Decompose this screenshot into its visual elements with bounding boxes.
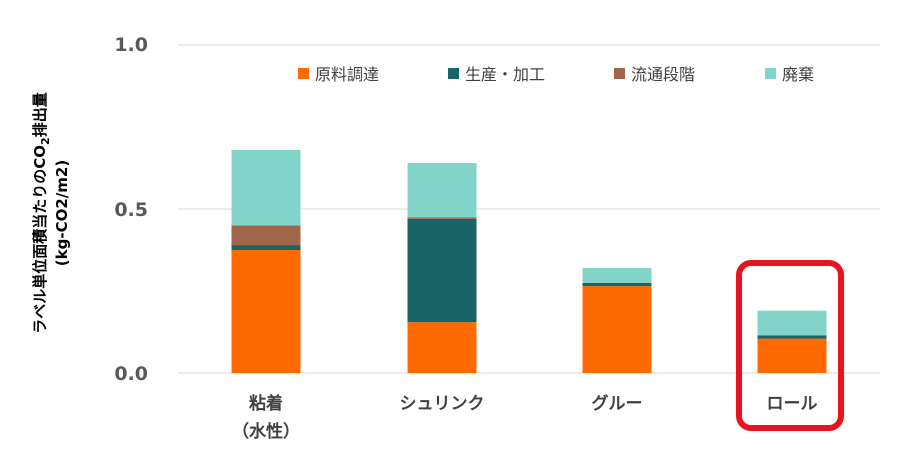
bar-segment-2-0 (582, 286, 652, 373)
y-axis-label: ラベル単位面積当たりのCO2排出量 (kg-CO2/m2) (31, 92, 71, 333)
y-axis-label-line1: ラベル単位面積当たりのCO2排出量 (31, 92, 52, 333)
bar-segment-1-3 (407, 163, 477, 218)
bar-segment-0-1 (231, 245, 301, 250)
bar-segment-3-0 (757, 338, 827, 373)
bar-segment-2-1 (582, 282, 652, 287)
legend: 原料調達 生産・加工 流通段階 廃棄 (298, 65, 814, 84)
y-axis-label-subscript: 2 (39, 137, 52, 145)
x-label-0-sub: （水性） (232, 421, 300, 442)
x-label-3: ロール (767, 394, 818, 414)
bar-segment-3-1 (757, 335, 827, 339)
y-tick-2: 1.0 (114, 34, 148, 56)
bar-segment-0-2 (231, 225, 301, 246)
y-axis-label-end: 排出量 (31, 92, 49, 137)
y-axis-label-main: ラベル単位面積当たりのCO (31, 145, 49, 334)
bar-segment-1-0 (407, 322, 477, 373)
legend-swatch-3 (765, 68, 776, 79)
bar-segment-1-2 (407, 217, 477, 219)
x-axis-labels: 粘着 （水性） シュリンク グルー ロール (232, 393, 818, 442)
legend-label-3: 廃棄 (782, 65, 814, 84)
x-label-0: 粘着 (249, 393, 283, 414)
legend-label-0: 原料調達 (315, 65, 379, 84)
legend-label-2: 流通段階 (631, 65, 695, 84)
bar-segment-0-0 (231, 250, 301, 373)
x-label-2: グルー (592, 393, 643, 414)
y-tick-1: 0.5 (114, 199, 148, 221)
legend-swatch-1 (448, 68, 459, 79)
legend-label-1: 生産・加工 (465, 65, 545, 84)
bar-segment-1-1 (407, 218, 477, 323)
y-tick-0: 0.0 (114, 363, 148, 385)
bar-segment-0-3 (231, 149, 301, 226)
bars (231, 149, 827, 373)
x-label-1: シュリンク (400, 394, 485, 414)
bar-segment-3-3 (757, 310, 827, 336)
legend-swatch-0 (298, 68, 309, 79)
highlight-box (736, 260, 844, 431)
bar-segment-2-3 (582, 268, 652, 283)
legend-swatch-2 (614, 68, 625, 79)
y-axis-ticks: 0.0 0.5 1.0 (114, 34, 148, 385)
y-axis-label-line2: (kg-CO2/m2) (53, 160, 71, 266)
